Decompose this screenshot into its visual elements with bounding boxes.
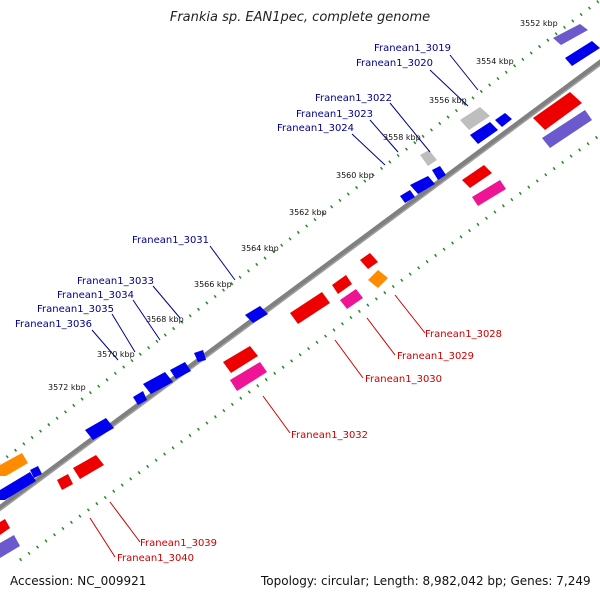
plus-label-connectors [91,54,479,361]
connector [152,285,181,319]
gene-arrow[interactable] [420,150,437,166]
gene-arrow[interactable] [340,289,363,309]
genome-backbone-shadow [0,64,600,512]
minus-gene-labels: Franean1_3028 Franean1_3029 Franean1_303… [117,329,502,564]
gene-label[interactable]: Franean1_3032 [291,430,368,441]
gene-arrow[interactable] [170,362,191,379]
gene-label[interactable]: Franean1_3030 [365,374,442,385]
gene-arrow[interactable] [194,350,206,362]
connector [109,501,141,543]
gene-arrow[interactable] [460,107,490,130]
gene-arrow[interactable] [400,190,415,203]
gene-arrow[interactable] [368,270,388,288]
connector [262,395,291,434]
gene-arrow[interactable] [290,292,330,324]
connector [351,133,386,166]
connector [369,119,399,153]
kbp-label: 3552 kbp [520,19,558,28]
gene-label[interactable]: Franean1_3039 [140,538,217,549]
kbp-label: 3558 kbp [383,133,421,142]
connector [334,339,364,379]
gene-arrow[interactable] [73,455,104,479]
gene-label[interactable]: Franean1_3036 [15,319,92,330]
minus-label-connectors [89,294,426,558]
gene-arrow[interactable] [0,472,36,500]
gene-arrow[interactable] [542,110,592,148]
connector [429,69,469,107]
gene-label[interactable]: Franean1_3024 [277,123,354,134]
gene-label[interactable]: Franean1_3019 [374,43,451,54]
accession-text: Accession: NC_009921 [10,574,147,588]
gene-arrow[interactable] [133,391,147,405]
connector [132,299,161,341]
gene-label[interactable]: Franean1_3031 [132,235,209,246]
kbp-label: 3554 kbp [476,57,514,66]
gene-arrow[interactable] [245,306,268,323]
inner-tick-track [19,133,600,562]
gene-arrow[interactable] [565,41,600,66]
gene-arrow[interactable] [223,346,258,373]
gene-arrow[interactable] [470,122,498,144]
gene-arrow[interactable] [410,176,435,194]
kbp-label: 3564 kbp [241,244,279,253]
connector [91,329,119,361]
gene-arrow[interactable] [432,166,446,180]
gene-arrow[interactable] [462,165,492,188]
connector [449,54,479,91]
connector [366,317,396,356]
gene-arrow[interactable] [230,362,267,391]
connector [389,102,431,153]
gene-label[interactable]: Franean1_3028 [425,329,502,340]
kbp-label: 3572 kbp [48,383,86,392]
gene-label[interactable]: Franean1_3035 [37,304,114,315]
gene-arrow[interactable] [332,275,352,294]
gene-arrow[interactable] [0,519,10,535]
kbp-labels: 3552 kbp 3554 kbp 3556 kbp 3558 kbp 3560… [48,19,558,392]
gene-arrow[interactable] [85,418,114,440]
connector [89,517,116,558]
gene-arrow[interactable] [472,180,506,206]
gene-arrow[interactable] [30,466,42,478]
gene-arrow[interactable] [495,113,512,127]
connector [111,313,136,353]
gene-label[interactable]: Franean1_3023 [296,109,373,120]
kbp-label: 3566 kbp [194,280,232,289]
gene-label[interactable]: Franean1_3033 [77,276,154,287]
gene-label[interactable]: Franean1_3034 [57,290,134,301]
gene-label[interactable]: Franean1_3029 [397,351,474,362]
genome-summary-text: Topology: circular; Length: 8,982,042 bp… [261,574,591,588]
gene-arrow[interactable] [143,372,173,394]
gene-label[interactable]: Franean1_3022 [315,93,392,104]
kbp-label: 3560 kbp [336,171,374,180]
gene-arrow[interactable] [360,253,378,269]
minus-strand-genes [0,92,592,558]
kbp-label: 3570 kbp [97,350,135,359]
gene-label[interactable]: Franean1_3020 [356,58,433,69]
plus-strand-genes [0,24,600,500]
gene-arrow[interactable] [0,453,28,476]
gene-arrow[interactable] [553,24,588,45]
kbp-label: 3556 kbp [429,96,467,105]
gene-arrow[interactable] [57,474,73,490]
kbp-label: 3568 kbp [146,315,184,324]
map-title: Frankia sp. EAN1pec, complete genome [169,10,431,25]
gene-arrow[interactable] [0,535,20,558]
connector [209,245,236,281]
gene-arrow[interactable] [533,92,582,130]
outer-tick-track [0,0,600,465]
gene-label[interactable]: Franean1_3040 [117,553,194,564]
plus-gene-labels: Franean1_3019 Franean1_3020 Franean1_302… [15,43,451,330]
kbp-label: 3562 kbp [289,208,327,217]
connector [394,294,426,334]
